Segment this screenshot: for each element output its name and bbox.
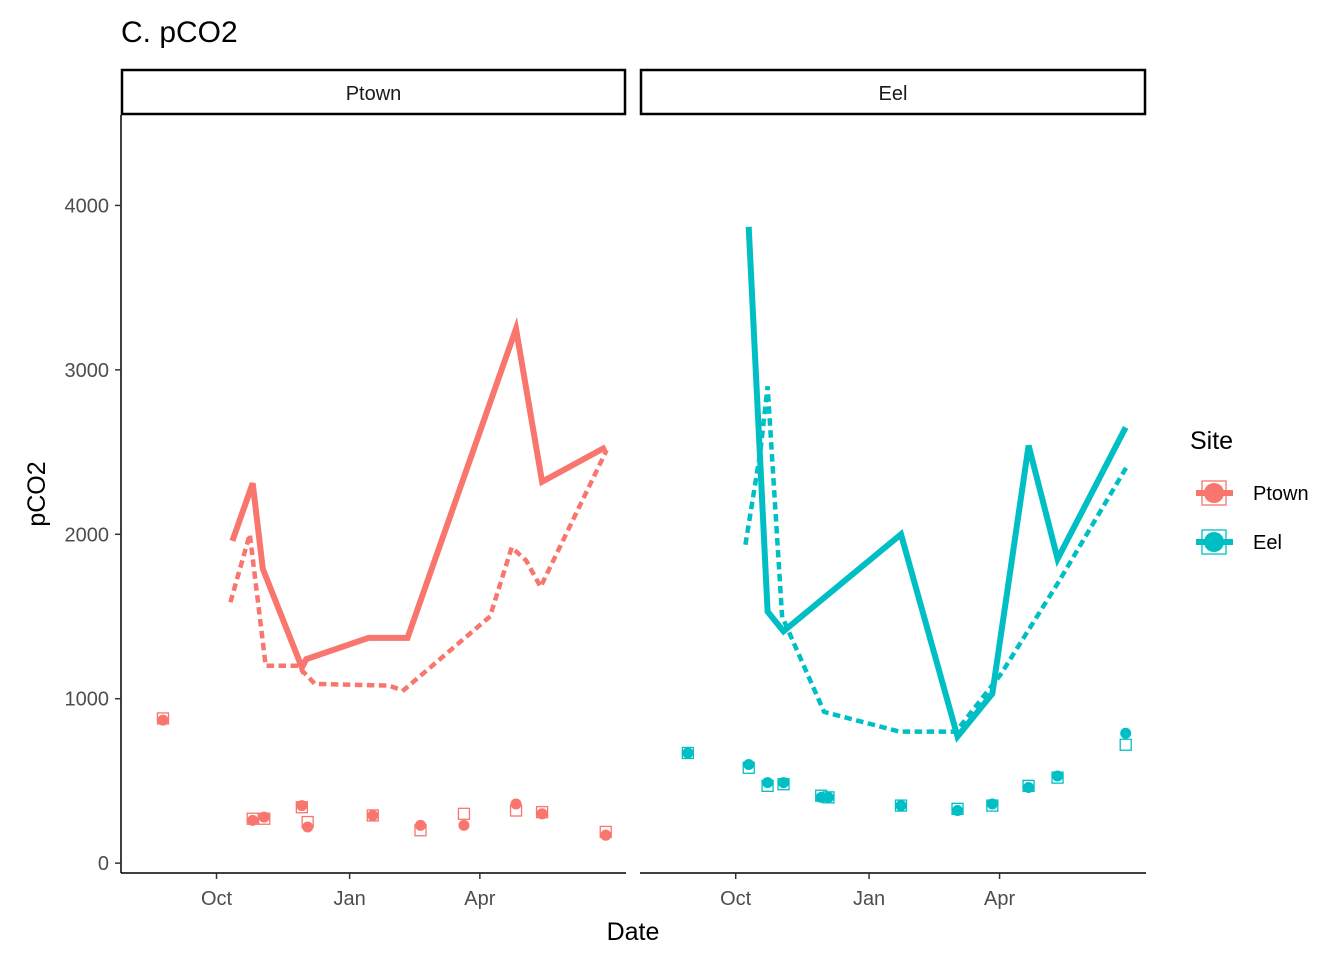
- y-tick-label: 2000: [65, 524, 110, 546]
- data-point-circle: [743, 758, 755, 770]
- data-point-circle: [822, 791, 834, 803]
- series-line-dotted: [228, 449, 609, 694]
- legend-key-square: [1201, 529, 1227, 555]
- data-point-circle: [367, 809, 379, 821]
- legend-key-circle: [1204, 483, 1224, 503]
- strip-label: Eel: [879, 83, 908, 105]
- data-point-circle: [1052, 770, 1064, 782]
- data-point-square: [457, 807, 471, 820]
- legend-label: Ptown: [1253, 483, 1309, 505]
- strip-box: [639, 68, 1147, 116]
- data-point-circle: [415, 819, 427, 831]
- panels: Ptown 0 1000 2000 3000 4000 Oct Jan Apr Eel Oct Jan…: [65, 68, 1147, 910]
- data-point-circle: [986, 798, 998, 810]
- data-point-circle: [536, 808, 548, 820]
- legend-label: Eel: [1253, 532, 1282, 554]
- data-point-circle: [762, 777, 774, 789]
- y-tick-label: 3000: [65, 360, 110, 382]
- data-point-circle: [778, 777, 790, 789]
- strip-box: [120, 68, 627, 116]
- data-point-circle: [895, 800, 907, 812]
- data-point-circle: [458, 819, 470, 831]
- panel-ptown: Ptown 0 1000 2000 3000 4000 Oct Jan Apr: [65, 68, 627, 910]
- data-point-circle: [1023, 781, 1035, 793]
- y-tick-label: 4000: [65, 195, 110, 217]
- series-line-solid: [229, 316, 608, 675]
- series-line-solid: [745, 226, 1129, 743]
- x-tick-label: Apr: [464, 888, 495, 910]
- y-tick-label: 1000: [65, 689, 110, 711]
- legend-key-square: [1201, 480, 1227, 506]
- data-point-square: [1119, 738, 1132, 751]
- x-axis-title: Date: [607, 918, 660, 946]
- x-tick-label: Jan: [853, 888, 885, 910]
- data-point-circle: [510, 798, 522, 810]
- x-tick-label: Jan: [333, 888, 365, 910]
- legend-key-circle: [1204, 532, 1224, 552]
- x-tick-label: Oct: [720, 888, 752, 910]
- series-line-dotted: [743, 386, 1129, 734]
- panel-eel: Eel Oct Jan Apr: [639, 68, 1147, 910]
- legend: Site Ptown Eel: [1190, 427, 1309, 555]
- strip-label: Ptown: [346, 83, 402, 105]
- chart-title: C. pCO2: [121, 16, 238, 49]
- data-point-circle: [952, 805, 964, 817]
- x-tick-label: Apr: [984, 888, 1015, 910]
- data-point-circle: [258, 811, 270, 823]
- data-point-circle: [600, 829, 612, 841]
- x-tick-label: Oct: [201, 888, 233, 910]
- data-point-circle: [157, 714, 169, 726]
- data-point-circle: [302, 821, 314, 833]
- data-point-circle: [296, 800, 308, 812]
- y-tick-label: 0: [98, 853, 109, 875]
- data-point-circle: [247, 814, 259, 826]
- data-point-circle: [682, 747, 694, 759]
- legend-title: Site: [1190, 427, 1233, 455]
- y-axis-title: pCO2: [23, 461, 51, 526]
- legend-item-ptown: Ptown: [1196, 480, 1309, 506]
- data-point-circle: [1120, 727, 1132, 739]
- legend-item-eel: Eel: [1196, 529, 1282, 555]
